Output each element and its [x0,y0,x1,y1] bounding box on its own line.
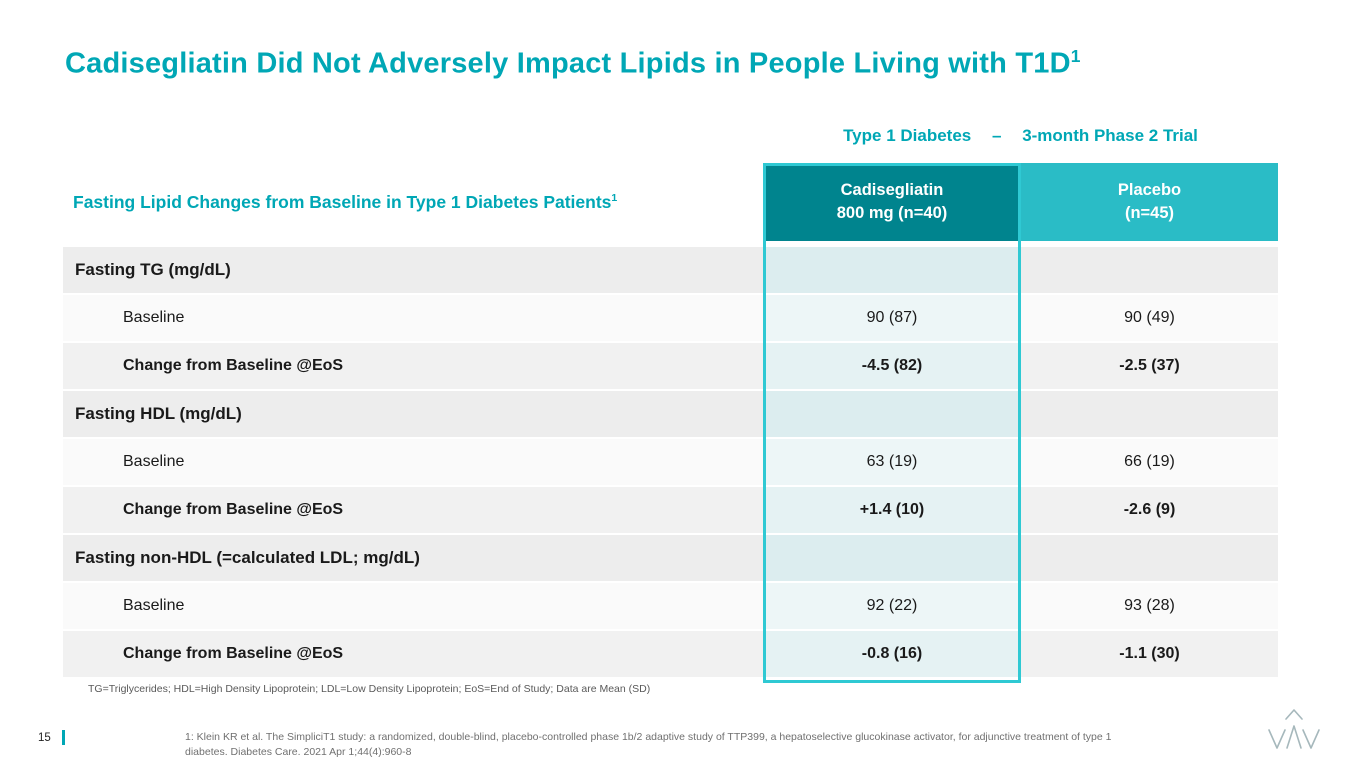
table-row: Change from Baseline @EoS +1.4 (10) -2.6… [63,487,1278,533]
page-title: Cadisegliatin Did Not Adversely Impact L… [65,46,1081,81]
section-header-label: Fasting non-HDL (=calculated LDL; mg/dL) [63,535,763,581]
value-placebo: 90 (49) [1021,295,1278,341]
section-row-fasting-hdl: Fasting HDL (mg/dL) [63,391,1278,437]
reference-citation: 1: Klein KR et al. The SimpliciT1 study:… [185,731,1112,759]
table-row: Baseline 63 (19) 66 (19) [63,439,1278,485]
column-header-cadisegliatin-line2: 800 mg (n=40) [836,204,948,222]
section-cell-placebo [1021,247,1278,293]
section-row-fasting-non-hdl: Fasting non-HDL (=calculated LDL; mg/dL) [63,535,1278,581]
value-placebo: -1.1 (30) [1021,631,1278,677]
page-number-accent-bar [62,730,65,745]
section-cell-cadisegliatin [763,247,1021,293]
trial-banner-dash: – [991,126,1002,145]
vtv-logo [1268,709,1320,749]
value-cadisegliatin: -0.8 (16) [763,631,1021,677]
trial-banner-left: Type 1 Diabetes [843,126,972,145]
table-row: Change from Baseline @EoS -4.5 (82) -2.5… [63,343,1278,389]
table-row: Change from Baseline @EoS -0.8 (16) -1.1… [63,631,1278,677]
column-header-cadisegliatin-line1: Cadisegliatin [840,180,944,199]
column-header-placebo-line1: Placebo [1117,180,1182,199]
value-cadisegliatin: 63 (19) [763,439,1021,485]
section-cell-placebo [1021,535,1278,581]
value-cadisegliatin: 90 (87) [763,295,1021,341]
table-row: Baseline 90 (87) 90 (49) [63,295,1278,341]
page-title-text: Cadisegliatin Did Not Adversely Impact L… [65,47,1071,80]
lipids-table: Fasting Lipid Changes from Baseline in T… [63,163,1278,683]
row-label: Change from Baseline @EoS [63,631,763,677]
page-title-superscript: 1 [1070,46,1081,66]
value-cadisegliatin: -4.5 (82) [763,343,1021,389]
value-placebo: -2.6 (9) [1021,487,1278,533]
table-caption-text: Fasting Lipid Changes from Baseline in T… [73,191,612,212]
table-footnote: TG=Triglycerides; HDL=High Density Lipop… [88,683,651,695]
section-cell-placebo [1021,391,1278,437]
section-header-label: Fasting TG (mg/dL) [63,247,763,293]
row-label: Baseline [63,583,763,629]
value-placebo: 66 (19) [1021,439,1278,485]
table-caption: Fasting Lipid Changes from Baseline in T… [63,163,763,241]
value-cadisegliatin: +1.4 (10) [763,487,1021,533]
row-label: Baseline [63,295,763,341]
row-label: Baseline [63,439,763,485]
section-row-fasting-tg: Fasting TG (mg/dL) [63,247,1278,293]
table-row: Baseline 92 (22) 93 (28) [63,583,1278,629]
trial-banner-right: 3-month Phase 2 Trial [1022,126,1198,145]
section-header-label: Fasting HDL (mg/dL) [63,391,763,437]
column-header-placebo-line2: (n=45) [1124,204,1175,222]
row-label: Change from Baseline @EoS [63,343,763,389]
table-header-row: Fasting Lipid Changes from Baseline in T… [63,163,1278,241]
section-cell-cadisegliatin [763,535,1021,581]
value-cadisegliatin: 92 (22) [763,583,1021,629]
trial-banner: Type 1 Diabetes – 3-month Phase 2 Trial [763,126,1278,146]
section-cell-cadisegliatin [763,391,1021,437]
value-placebo: 93 (28) [1021,583,1278,629]
page-number: 15 [38,732,51,744]
column-header-cadisegliatin: Cadisegliatin 800 mg (n=40) [763,163,1021,241]
value-placebo: -2.5 (37) [1021,343,1278,389]
column-header-placebo: Placebo (n=45) [1021,163,1278,241]
row-label: Change from Baseline @EoS [63,487,763,533]
table-caption-superscript: 1 [611,191,618,204]
